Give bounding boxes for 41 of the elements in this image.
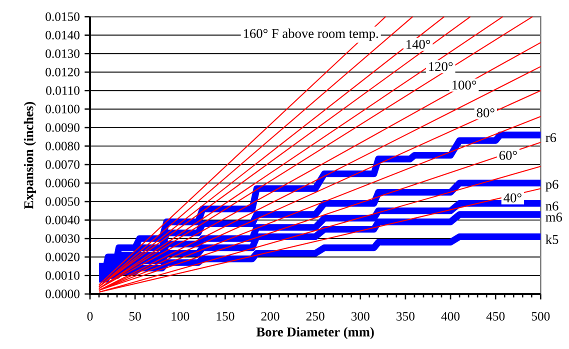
y-tick-label: 0.0000	[46, 290, 80, 298]
y-tick-label: 0.0040	[46, 216, 80, 224]
x-tick-label: 100	[172, 312, 190, 321]
x-tick-label: 350	[396, 312, 414, 321]
y-tick-label: 0.0100	[46, 104, 80, 114]
series-label: n6	[546, 202, 558, 211]
y-tick-label: 0.0080	[46, 142, 80, 150]
x-tick-label: 250	[306, 312, 324, 321]
y-tick-label: 0.0030	[46, 234, 80, 243]
y-tick-label: 0.0070	[46, 160, 80, 169]
x-tick-label: 200	[261, 312, 280, 321]
annotation: 100°	[452, 80, 476, 90]
x-tick-label: 50	[129, 312, 141, 321]
annotation: 120°	[429, 62, 453, 72]
series-label: m6	[546, 212, 562, 222]
y-tick-label: 0.0060	[46, 178, 80, 188]
x-tick-label: 0	[87, 312, 93, 321]
y-tick-label: 0.0120	[46, 68, 80, 76]
annotation: 60°	[499, 150, 517, 160]
x-axis-title: Bore Diameter (mm)	[256, 327, 374, 340]
y-axis-title: Expansion (inches)	[24, 102, 36, 209]
series-label: r6	[546, 133, 556, 142]
series-label: p6	[546, 180, 558, 192]
y-tick-label: 0.0150	[46, 12, 80, 21]
annotation: 140°	[406, 40, 430, 49]
y-tick-label: 0.0130	[46, 49, 80, 58]
y-tick-label: 0.0020	[46, 252, 80, 262]
x-tick-label: 400	[441, 312, 460, 321]
y-tick-label: 0.0090	[46, 123, 80, 132]
annotation: 160° F above room temp.	[244, 28, 378, 41]
y-tick-label: 0.0140	[46, 30, 80, 40]
y-tick-label: 0.0010	[46, 271, 80, 280]
series-label: k5	[546, 234, 558, 244]
annotation: 40°	[504, 193, 522, 202]
x-tick-label: 300	[352, 312, 370, 321]
annotation: 80°	[476, 108, 494, 118]
x-tick-label: 150	[216, 312, 234, 321]
y-tick-label: 0.0050	[46, 197, 80, 206]
x-tick-label: 500	[532, 312, 550, 321]
x-tick-label: 450	[486, 312, 505, 321]
y-tick-label: 0.0110	[46, 86, 80, 95]
